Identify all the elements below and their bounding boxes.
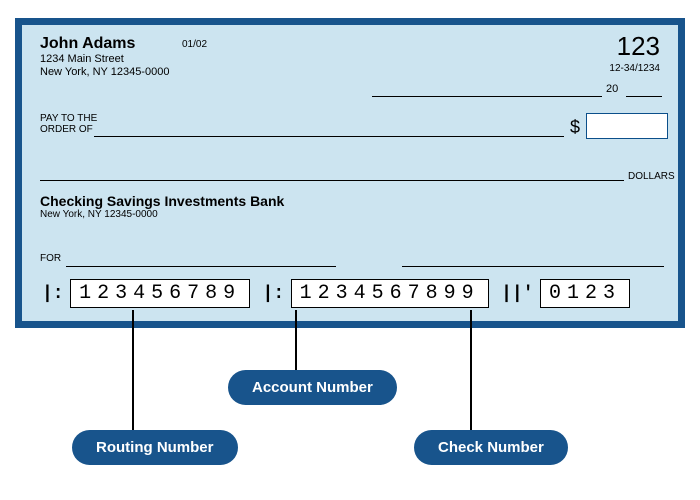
date-century: 20 — [606, 83, 618, 95]
bank-name: Checking Savings Investments Bank — [40, 193, 284, 209]
routing-fraction: 12-34/1234 — [609, 63, 660, 74]
micr-mark-icon: |: — [263, 284, 285, 304]
payer-small-code: 01/02 — [182, 39, 207, 50]
amount-words-line — [40, 169, 624, 181]
payer-name: John Adams — [40, 35, 135, 53]
date-line — [372, 83, 602, 97]
pay-to-line — [94, 125, 564, 137]
micr-row: |: 123456789 |: 1234567899 ||' 0123 — [40, 279, 636, 308]
pay-to-label: PAY TO THE ORDER OF — [40, 113, 97, 135]
account-number-box: 1234567899 — [291, 279, 489, 308]
check-body: John Adams 1234 Main Street New York, NY… — [15, 18, 685, 328]
check-leader-line — [470, 310, 472, 430]
dollar-sign: $ — [570, 117, 580, 138]
bank-address: New York, NY 12345-0000 — [40, 209, 158, 220]
amount-box — [586, 113, 668, 139]
payer-address-line1: 1234 Main Street — [40, 53, 124, 65]
account-leader-line — [295, 310, 297, 370]
for-memo-line — [66, 255, 336, 267]
account-number-label: Account Number — [228, 370, 397, 405]
check-number: 123 — [617, 31, 660, 62]
micr-mark-icon: ||' — [501, 284, 533, 304]
dollars-label: DOLLARS — [628, 171, 675, 182]
payer-address-line2: New York, NY 12345-0000 — [40, 66, 169, 78]
routing-leader-line — [132, 310, 134, 430]
for-label: FOR — [40, 253, 61, 264]
signature-line — [402, 255, 664, 267]
check-number-label: Check Number — [414, 430, 568, 465]
routing-number-box: 123456789 — [70, 279, 250, 308]
micr-mark-icon: |: — [42, 284, 64, 304]
date-year-line — [626, 83, 662, 97]
routing-number-label: Routing Number — [72, 430, 238, 465]
check-number-box: 0123 — [540, 279, 630, 308]
